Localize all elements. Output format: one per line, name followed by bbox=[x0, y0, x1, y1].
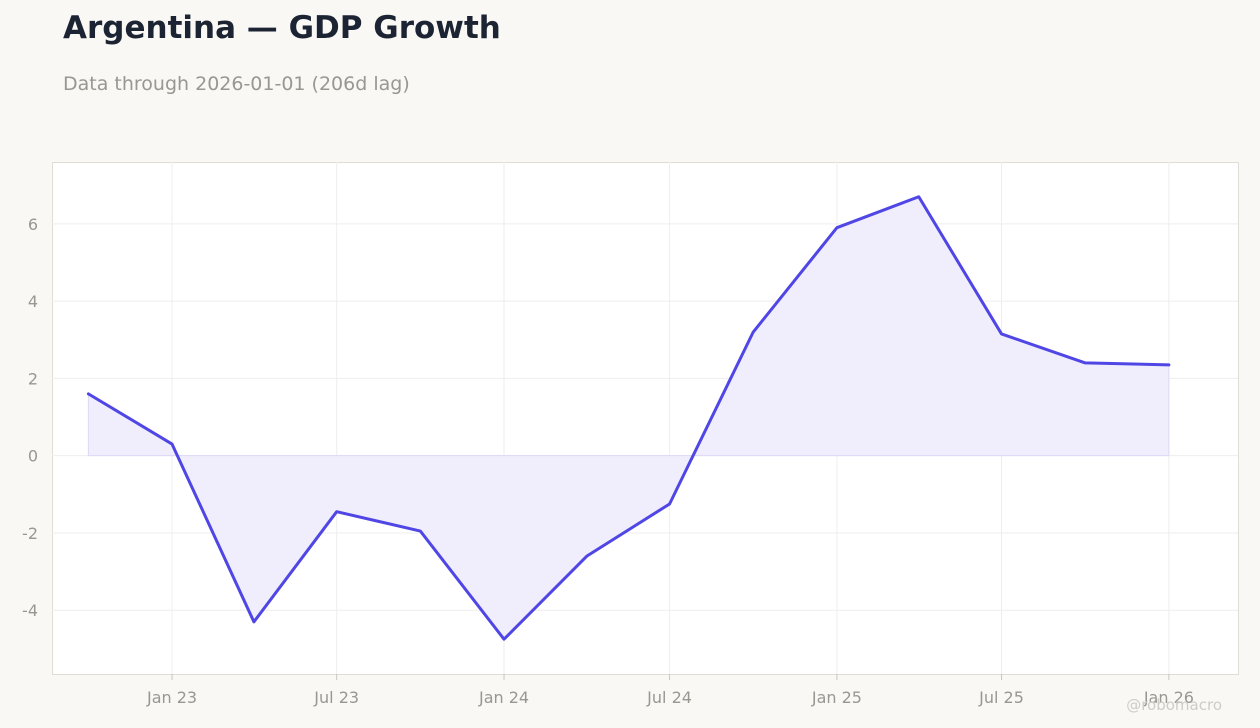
chart-subtitle: Data through 2026-01-01 (206d lag) bbox=[63, 73, 410, 95]
y-tick-label: 2 bbox=[28, 369, 38, 388]
x-tick-label: Jul 24 bbox=[646, 688, 692, 707]
y-tick-label: -2 bbox=[22, 524, 38, 543]
x-tick-label: Jul 23 bbox=[313, 688, 359, 707]
series-line bbox=[86, 195, 1171, 641]
x-tick-label: Jan 26 bbox=[1143, 688, 1194, 707]
chart-title: Argentina — GDP Growth bbox=[63, 10, 501, 46]
x-tick-label: Jan 25 bbox=[811, 688, 862, 707]
x-tick-label: Jul 25 bbox=[978, 688, 1024, 707]
y-axis-ticks: -4 -2 0 2 4 6 bbox=[22, 215, 38, 620]
y-tick-label: 4 bbox=[28, 292, 38, 311]
y-tick-label: 6 bbox=[28, 215, 38, 234]
series-line-layer bbox=[86, 195, 1171, 641]
watermark: @robomacro bbox=[1126, 696, 1222, 714]
y-tick-label: -4 bbox=[22, 601, 38, 620]
x-tick-label: Jan 23 bbox=[146, 688, 197, 707]
y-tick-label: 0 bbox=[28, 447, 38, 466]
x-tick-label: Jan 24 bbox=[478, 688, 529, 707]
x-axis-ticks: Jan 23 Jul 23 Jan 24 Jul 24 Jan 25 Jul 25 Jan … bbox=[146, 674, 1194, 707]
